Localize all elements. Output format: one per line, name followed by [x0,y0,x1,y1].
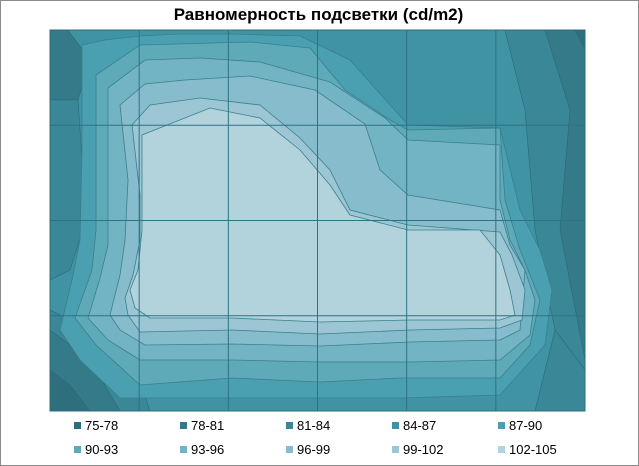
legend-label: 75-78 [85,418,119,433]
legend-label: 93-96 [191,442,225,457]
legend-item-87-90: 87-90 [498,418,542,433]
legend-item-99-102: 99-102 [392,442,443,457]
legend-swatch [286,446,293,453]
legend-item-81-84: 81-84 [286,418,330,433]
legend-label: 99-102 [403,442,444,457]
legend-item-96-99: 96-99 [286,442,330,457]
legend-label: 87-90 [509,418,543,433]
legend-label: 84-87 [403,418,437,433]
legend-item-84-87: 84-87 [392,418,436,433]
legend-swatch [392,446,399,453]
legend-swatch [74,422,81,429]
legend-swatch [180,422,187,429]
legend-item-90-93: 90-93 [74,442,118,457]
contour-band-102-105 [129,107,516,323]
legend-item-102-105: 102-105 [498,442,557,457]
legend-label: 78-81 [191,418,225,433]
legend-item-93-96: 93-96 [180,442,224,457]
legend-swatch [498,422,505,429]
legend-label: 102-105 [509,442,557,457]
legend-label: 81-84 [297,418,331,433]
corner-band-3 [50,329,121,411]
legend-item-78-81: 78-81 [180,418,224,433]
corner-band-8 [534,329,585,411]
legend-item-75-78: 75-78 [74,418,118,433]
legend-swatch [74,446,81,453]
legend-label: 90-93 [85,442,119,457]
legend-swatch [498,446,505,453]
legend-swatch [180,446,187,453]
legend-label: 96-99 [297,442,331,457]
legend-swatch [286,422,293,429]
corner-band-1 [50,99,87,281]
plot-border [49,29,586,412]
chart-title: Равномерность подсветки (cd/m2) [173,5,464,24]
legend-swatch [392,422,399,429]
legend: 75-78 78-81 81-84 84-87 87-90 90-93 93-96 96-99… [62,418,622,462]
gridlines [50,30,585,411]
